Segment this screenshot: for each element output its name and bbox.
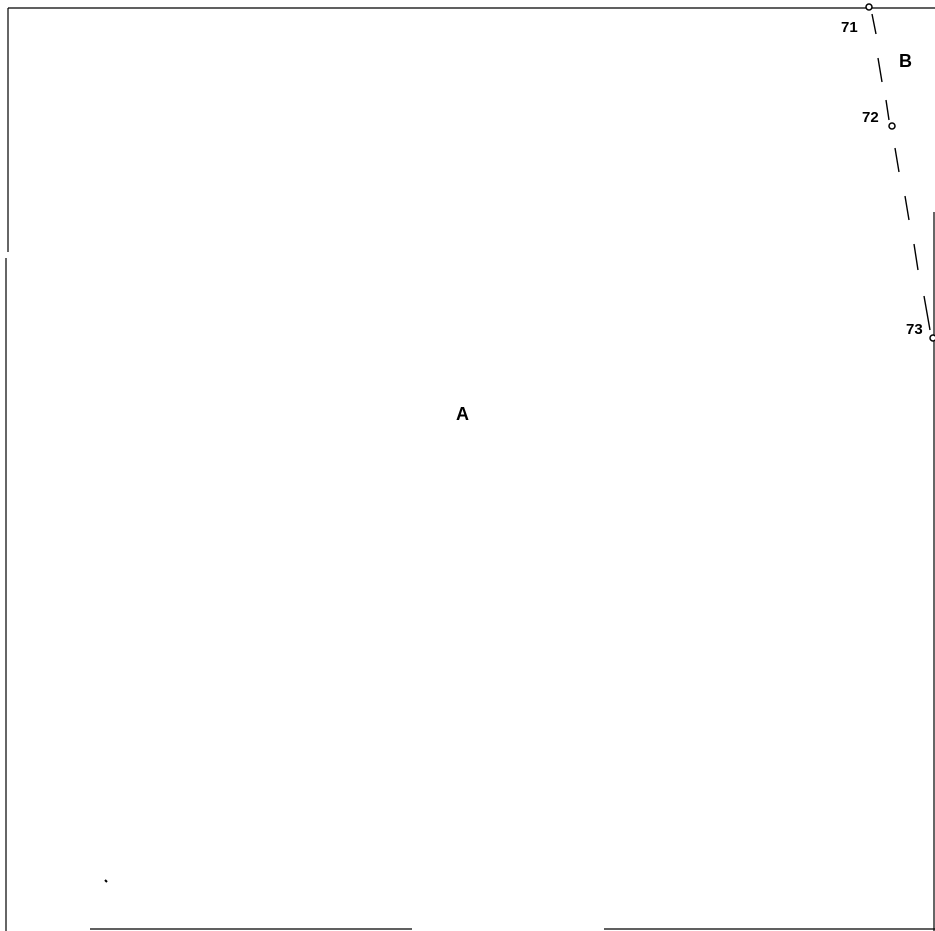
dashed-boundary-line: [871, 13, 931, 331]
point-73-marker: [929, 334, 935, 342]
point-71-marker: [865, 3, 873, 11]
point-71-label: 71: [841, 19, 858, 36]
boundary-dash: [877, 57, 883, 83]
point-72-label: 72: [862, 109, 879, 126]
boundary-dash: [923, 295, 931, 331]
stray-mark: [104, 879, 108, 883]
region-a-label: A: [456, 404, 469, 424]
boundary-dash: [871, 13, 877, 35]
boundary-dash: [885, 99, 890, 121]
region-b-label: B: [899, 51, 912, 71]
boundary-dash: [904, 195, 910, 221]
boundary-dash: [913, 243, 919, 271]
point-73-label: 73: [906, 321, 923, 338]
point-72-marker: [888, 122, 896, 130]
boundary-dash: [894, 147, 900, 173]
